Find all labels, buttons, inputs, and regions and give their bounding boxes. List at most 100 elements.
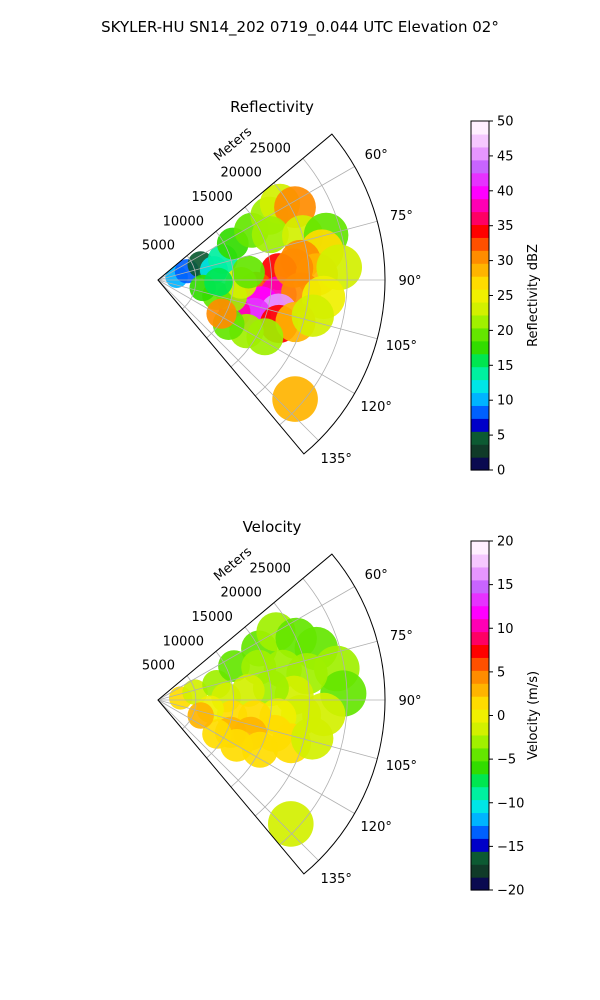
- azimuth-spoke: [157, 699, 319, 861]
- theta-tick-label: 120°: [361, 820, 392, 835]
- colorbar-swatch: [471, 734, 489, 749]
- r-tick-label: 25000: [250, 561, 291, 576]
- colorbar-swatch: [471, 773, 489, 788]
- colorbar-swatch: [471, 799, 489, 814]
- colorbar-tick-label: −20: [497, 884, 524, 899]
- data-cell: [232, 255, 265, 289]
- colorbar-tick-label: 10: [497, 622, 514, 637]
- colorbar-label: Velocity (m/s): [526, 671, 541, 760]
- r-tick-label: 5000: [142, 659, 175, 674]
- colorbar-tick-label: 20: [497, 324, 514, 339]
- data-cell: [274, 248, 314, 288]
- r-tick-label: 10000: [163, 634, 204, 649]
- colorbar-swatch: [471, 864, 489, 878]
- colorbar-swatch: [471, 579, 489, 594]
- polar-grid: [157, 578, 385, 861]
- colorbar-swatch: [471, 379, 489, 394]
- polar-grid: [157, 158, 385, 441]
- colorbar-tick-label: −10: [497, 796, 524, 811]
- theta-tick-label: 60°: [365, 568, 388, 583]
- colorbar-tick-label: 30: [497, 254, 514, 269]
- colorbar-swatch: [471, 133, 489, 148]
- colorbar-swatch: [471, 605, 489, 620]
- colorbar-label: Reflectivity dBZ: [526, 244, 541, 347]
- azimuth-spoke: [157, 166, 355, 281]
- azimuth-spoke: [157, 220, 378, 281]
- theta-tick-label: 105°: [386, 339, 417, 354]
- r-tick-label: 20000: [221, 166, 262, 181]
- colorbar-tick-label: 35: [497, 219, 514, 234]
- colorbar-swatch: [471, 276, 489, 290]
- theta-tick-label: 75°: [390, 209, 413, 224]
- data-cell: [272, 376, 318, 422]
- colorbar-tick-label: 5: [497, 429, 505, 444]
- range-ring: [230, 626, 272, 788]
- panel-title: Velocity: [243, 518, 302, 536]
- colorbar-tick-label: 15: [497, 578, 514, 593]
- range-ring: [279, 158, 348, 426]
- azimuth-spoke: [157, 279, 355, 394]
- colorbar-tick-label: 5: [497, 665, 505, 680]
- theta-tick-label: 90°: [398, 694, 421, 709]
- colorbar-swatch: [471, 457, 489, 471]
- colorbar-swatch: [471, 541, 489, 555]
- azimuth-spoke: [157, 279, 319, 441]
- data-cell: [204, 267, 233, 297]
- colorbar-swatch: [471, 301, 489, 316]
- colorbar-swatch: [471, 838, 489, 852]
- azimuth-spoke: [157, 699, 355, 814]
- data-cell: [251, 216, 289, 254]
- sector-outline: [157, 133, 386, 455]
- theta-tick-label: 135°: [321, 872, 352, 887]
- colorbar-swatch: [471, 224, 489, 238]
- panel-title: Reflectivity: [230, 98, 314, 116]
- colorbar-swatch: [471, 566, 489, 581]
- r-tick-label: 15000: [192, 190, 233, 205]
- r-tick-label: 25000: [250, 141, 291, 156]
- colorbar-swatch: [471, 392, 489, 406]
- colorbar-swatch: [471, 618, 489, 633]
- colorbar-swatch: [471, 444, 489, 458]
- colorbar-swatch: [471, 198, 489, 213]
- data-cell: [291, 294, 334, 337]
- colorbar-swatch: [471, 721, 489, 736]
- colorbar-swatch: [471, 159, 489, 174]
- colorbar-swatch: [471, 786, 489, 801]
- colorbar-swatch: [471, 314, 489, 329]
- colorbar-swatch: [471, 812, 489, 826]
- range-ring: [279, 578, 348, 846]
- range-ring: [206, 651, 235, 759]
- colorbar-swatch: [471, 418, 489, 432]
- data-cell: [187, 702, 214, 729]
- data-cell: [268, 801, 314, 847]
- colorbar-swatch: [471, 237, 489, 251]
- colorbar-tick-label: 20: [497, 535, 514, 550]
- range-ring: [255, 602, 310, 817]
- colorbar-swatch: [471, 644, 489, 658]
- theta-tick-label: 75°: [390, 629, 413, 644]
- colorbar-swatch: [471, 431, 489, 445]
- data-cell: [291, 717, 334, 760]
- theta-tick-label: 60°: [365, 148, 388, 163]
- colorbar-tick-label: 45: [497, 149, 514, 164]
- colorbar-swatch: [471, 146, 489, 161]
- colorbar-swatch: [471, 709, 489, 723]
- colorbar-tick-label: 25: [497, 289, 514, 304]
- r-tick-label: 10000: [163, 214, 204, 229]
- theta-tick-label: 90°: [398, 274, 421, 289]
- colorbar-tick-label: 15: [497, 359, 514, 374]
- range-ring: [230, 206, 272, 368]
- data-cell: [206, 298, 237, 329]
- colorbar-tick-label: 0: [497, 464, 505, 479]
- colorbar-swatch: [471, 250, 489, 264]
- colorbar-swatch: [471, 366, 489, 381]
- colorbar-swatch: [471, 172, 489, 187]
- colorbar-swatch: [471, 553, 489, 568]
- colorbar-tick-label: −5: [497, 753, 516, 768]
- colorbar-tick-label: 10: [497, 394, 514, 409]
- colorbar-swatch: [471, 327, 489, 342]
- colorbar-swatch: [471, 263, 489, 277]
- colorbar-swatch: [471, 405, 489, 419]
- colorbar-swatch: [471, 825, 489, 839]
